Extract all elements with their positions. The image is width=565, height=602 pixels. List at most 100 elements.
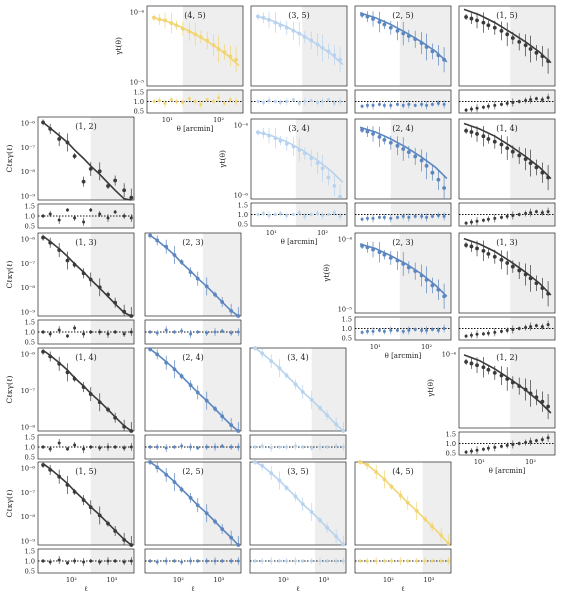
data-point xyxy=(436,177,441,182)
ratio-point xyxy=(260,559,264,563)
data-point xyxy=(302,35,307,39)
ratio-point xyxy=(341,559,345,563)
data-point xyxy=(273,136,278,141)
data-point xyxy=(365,245,370,250)
data-point xyxy=(528,276,533,281)
data-point xyxy=(540,170,545,175)
panel-label: (3, 5) xyxy=(287,467,309,476)
data-point xyxy=(48,467,53,472)
main-axes-frame xyxy=(250,5,348,87)
ratio-point xyxy=(382,215,386,219)
ratio-point xyxy=(529,440,533,444)
ratio-point xyxy=(524,212,528,216)
data-point xyxy=(113,415,118,420)
ratio-point xyxy=(406,559,410,563)
data-point xyxy=(382,137,387,142)
y-tick-label: 10⁻⁹ xyxy=(21,538,36,546)
ratio-point xyxy=(321,100,325,103)
data-point xyxy=(236,429,241,433)
data-point xyxy=(540,286,545,291)
ratio-point xyxy=(365,216,369,220)
data-point xyxy=(505,377,510,381)
ratio-point xyxy=(122,332,126,336)
data-point xyxy=(517,153,522,158)
ratio-point xyxy=(442,214,446,218)
data-point xyxy=(106,184,110,188)
data-point xyxy=(204,398,209,403)
data-point xyxy=(341,429,346,433)
ratio-point xyxy=(172,445,176,449)
data-point xyxy=(204,511,209,516)
ratio-tick-label: 1.5 xyxy=(25,203,35,211)
ratio-point xyxy=(205,331,209,335)
ratio-point xyxy=(546,436,550,440)
y-tick-label: 10⁻⁷ xyxy=(21,387,36,395)
data-point xyxy=(413,154,418,159)
ratio-point xyxy=(220,329,224,333)
ratio-point xyxy=(89,330,93,334)
data-point xyxy=(164,360,169,365)
data-point xyxy=(326,49,331,54)
data-point xyxy=(492,370,497,375)
y-tick-label: 10⁻⁴ xyxy=(338,236,353,244)
data-point xyxy=(213,292,217,297)
ratio-point xyxy=(318,445,322,449)
data-point xyxy=(122,537,127,542)
data-point xyxy=(129,314,134,318)
ratio-point xyxy=(475,332,479,336)
data-point xyxy=(377,20,382,24)
data-point xyxy=(172,253,177,257)
ratio-point xyxy=(374,559,378,563)
ratio-point xyxy=(499,215,503,219)
ratio-point xyxy=(106,332,110,336)
ratio-point xyxy=(511,442,515,446)
y-axis-label: Cℓκγ(ℓ) xyxy=(5,375,14,403)
ratio-point xyxy=(310,446,314,450)
ratio-point xyxy=(493,216,497,220)
scale-cut-region xyxy=(314,462,346,545)
data-point xyxy=(213,406,217,411)
model-curve xyxy=(463,122,552,180)
ratio-point xyxy=(163,101,167,105)
ratio-point xyxy=(436,213,440,217)
ratio-point xyxy=(193,100,197,103)
data-point xyxy=(528,161,533,166)
data-point xyxy=(195,276,200,281)
data-point xyxy=(152,15,156,20)
scale-cut-region xyxy=(311,348,346,431)
ratio-point xyxy=(540,211,544,215)
scale-cut-region xyxy=(399,233,451,313)
ratio-point xyxy=(310,559,314,563)
data-point xyxy=(424,277,429,282)
x-tick-label: 10³ xyxy=(106,576,117,584)
ratio-point xyxy=(222,101,226,105)
data-point xyxy=(523,272,528,277)
ratio-point xyxy=(155,331,159,335)
panel-label: (1, 4) xyxy=(496,124,518,133)
data-point xyxy=(72,489,77,494)
data-point xyxy=(365,14,370,19)
ratio-point xyxy=(181,100,185,104)
panel-cl-45: (4, 5) 10² 10³ ℓ xyxy=(354,460,452,593)
ratio-point xyxy=(420,214,424,218)
data-point xyxy=(273,20,278,25)
x-axis-label: θ [arcmin] xyxy=(385,352,422,360)
data-point xyxy=(436,287,441,292)
ratio-point xyxy=(285,213,289,217)
ratio-point xyxy=(377,328,381,332)
ratio-point xyxy=(152,100,156,103)
data-point xyxy=(332,183,337,188)
ratio-tick-label: 1.0 xyxy=(25,558,35,566)
data-point xyxy=(205,38,210,43)
data-point xyxy=(297,148,302,152)
ratio-point xyxy=(365,103,369,107)
ratio-point xyxy=(213,559,217,563)
ratio-point xyxy=(389,216,393,220)
data-point xyxy=(260,463,265,468)
ratio-point xyxy=(430,327,434,331)
ratio-tick-label: 1.0 xyxy=(25,329,35,337)
ratio-point xyxy=(446,559,450,563)
data-point xyxy=(57,248,62,252)
y-axis-label: Cℓκγ(ℓ) xyxy=(5,144,14,172)
